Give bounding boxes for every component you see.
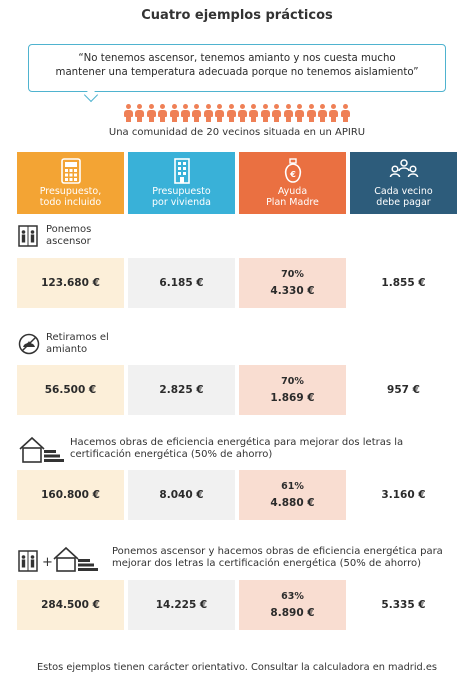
aid-amount: 4.330 €: [270, 285, 315, 297]
aid-amount: 4.880 €: [270, 497, 315, 509]
budget-per-home-cell: 8.040 €: [128, 470, 235, 520]
column-header-label: Presupuesto,: [39, 186, 102, 197]
building-icon: [173, 158, 191, 187]
column-header-budget-per-home: Presupuesto por vivienda: [128, 152, 235, 214]
aid-percent: 61%: [281, 481, 304, 492]
person-icon: [260, 104, 270, 122]
piggy-bank-icon: €: [282, 158, 304, 187]
aid-percent: 70%: [281, 376, 304, 387]
quote-line-2: mantener una temperatura adecuada porque…: [55, 67, 419, 78]
person-icon: [169, 104, 179, 122]
person-icon: [124, 104, 133, 122]
aid-amount: 8.890 €: [270, 607, 315, 619]
column-header-budget-total: Presupuesto, todo incluido: [17, 152, 124, 214]
person-icon: [295, 104, 305, 122]
column-header-label: por vivienda: [151, 197, 211, 208]
calculator-icon: [60, 158, 82, 187]
svg-text:€: €: [289, 170, 296, 179]
budget-total-cell: 56.500 €: [17, 365, 124, 415]
each-pays-cell: 3.160 €: [350, 470, 457, 520]
column-header-label: Presupuesto: [152, 186, 211, 197]
person-icon: [203, 104, 213, 122]
person-icon: [181, 104, 191, 122]
person-icon: [146, 104, 156, 122]
quote-line-1: “No tenemos ascensor, tenemos amianto y …: [78, 53, 396, 64]
person-icon: [283, 104, 293, 122]
each-pays-cell: 5.335 €: [350, 580, 457, 630]
section-label-asbestos: Retiramos el amianto: [46, 332, 109, 355]
section-label-elevator: Ponemos ascensor: [46, 224, 92, 247]
asbestos-icon: [18, 333, 40, 359]
column-header-label: todo incluido: [39, 197, 102, 208]
section-label-energy: Hacemos obras de eficiencia energética p…: [70, 437, 404, 460]
community-people-row: [124, 104, 350, 122]
aid-cell: 61% 4.880 €: [239, 470, 346, 520]
aid-amount: 1.869 €: [270, 392, 315, 404]
person-icon: [226, 104, 236, 122]
budget-per-home-cell: 2.825 €: [128, 365, 235, 415]
people-icon: [389, 158, 419, 185]
svg-text:+: +: [42, 555, 53, 570]
aid-cell: 70% 1.869 €: [239, 365, 346, 415]
quote-bubble: “No tenemos ascensor, tenemos amianto y …: [28, 44, 446, 92]
person-icon: [238, 104, 248, 122]
footer-note: Estos ejemplos tienen carácter orientati…: [36, 662, 438, 673]
aid-cell: 70% 4.330 €: [239, 258, 346, 308]
person-icon: [192, 104, 202, 122]
each-pays-cell: 1.855 €: [350, 258, 457, 308]
column-header-label: Ayuda: [277, 186, 308, 197]
budget-total-cell: 160.800 €: [17, 470, 124, 520]
column-headers: Presupuesto, todo incluido Presupuesto p…: [17, 152, 457, 214]
aid-percent: 70%: [281, 269, 304, 280]
person-icon: [340, 104, 350, 122]
person-icon: [329, 104, 339, 122]
column-header-label: Plan Madre: [266, 197, 319, 208]
aid-cell: 63% 8.890 €: [239, 580, 346, 630]
house-energy-icon: [18, 436, 66, 468]
column-header-each-pays: Cada vecino debe pagar: [350, 152, 457, 214]
budget-per-home-cell: 6.185 €: [128, 258, 235, 308]
each-pays-cell: 957 €: [350, 365, 457, 415]
section-label-elevator-energy: Ponemos ascensor y hacemos obras de efic…: [112, 546, 443, 569]
community-description: Una comunidad de 20 vecinos situada en u…: [108, 127, 366, 138]
person-icon: [158, 104, 168, 122]
table-row: 123.680 € 6.185 € 70% 4.330 € 1.855 €: [17, 258, 457, 308]
column-header-label: debe pagar: [376, 197, 431, 208]
column-header-label: Cada vecino: [374, 186, 433, 197]
table-row: 284.500 € 14.225 € 63% 8.890 € 5.335 €: [17, 580, 457, 630]
elevator-icon: [18, 225, 38, 251]
person-icon: [272, 104, 282, 122]
budget-total-cell: 123.680 €: [17, 258, 124, 308]
person-icon: [249, 104, 259, 122]
person-icon: [317, 104, 327, 122]
column-header-aid: € Ayuda Plan Madre: [239, 152, 346, 214]
aid-percent: 63%: [281, 591, 304, 602]
elevator-plus-house-icon: +: [18, 545, 108, 577]
page-title: Cuatro ejemplos prácticos: [141, 8, 333, 23]
person-icon: [306, 104, 316, 122]
budget-total-cell: 284.500 €: [17, 580, 124, 630]
person-icon: [135, 104, 145, 122]
person-icon: [215, 104, 225, 122]
table-row: 160.800 € 8.040 € 61% 4.880 € 3.160 €: [17, 470, 457, 520]
budget-per-home-cell: 14.225 €: [128, 580, 235, 630]
table-row: 56.500 € 2.825 € 70% 1.869 € 957 €: [17, 365, 457, 415]
